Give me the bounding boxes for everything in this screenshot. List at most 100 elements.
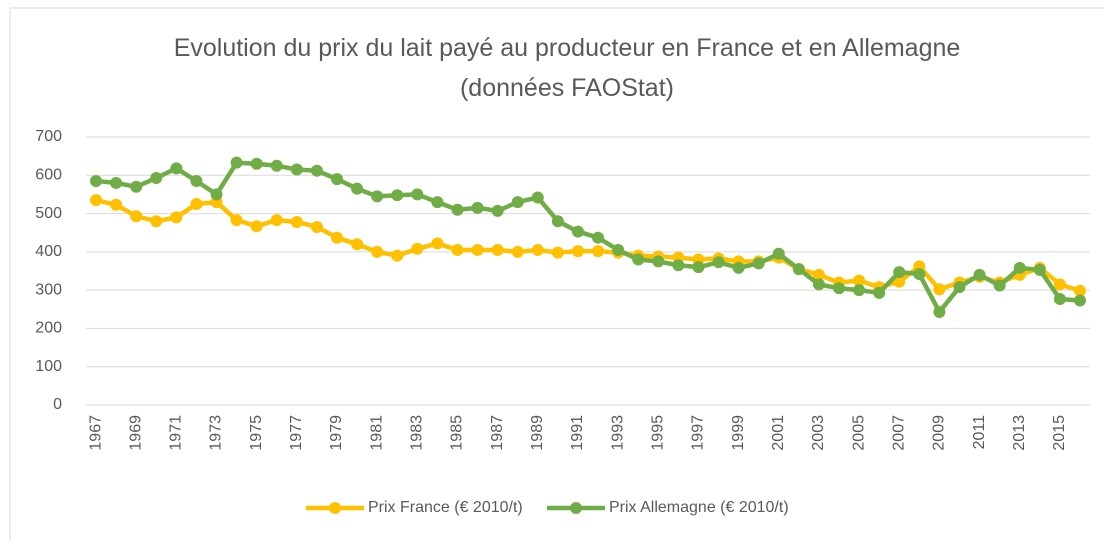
series-marker bbox=[853, 274, 866, 287]
x-tick-label: 1987 bbox=[489, 415, 506, 451]
series-marker bbox=[250, 220, 263, 233]
legend-marker bbox=[329, 502, 341, 514]
series-marker bbox=[270, 159, 283, 172]
series-marker bbox=[531, 243, 544, 256]
series-marker bbox=[150, 215, 163, 228]
series-marker bbox=[210, 188, 223, 201]
series-marker bbox=[190, 175, 203, 188]
series-marker bbox=[873, 286, 886, 299]
series-marker bbox=[592, 245, 605, 258]
series-marker bbox=[612, 243, 625, 256]
series-marker bbox=[371, 245, 384, 258]
series-marker bbox=[391, 249, 404, 262]
series-marker bbox=[551, 246, 564, 259]
series-marker bbox=[491, 243, 504, 256]
series-marker bbox=[230, 214, 243, 227]
series-marker bbox=[130, 180, 143, 193]
series-marker bbox=[371, 190, 384, 203]
series-marker bbox=[170, 211, 183, 224]
series-marker bbox=[933, 305, 946, 318]
x-tick-label: 1989 bbox=[529, 415, 546, 451]
series-marker bbox=[451, 203, 464, 216]
x-tick-label: 2001 bbox=[770, 415, 787, 451]
series-marker bbox=[391, 189, 404, 202]
series-marker bbox=[110, 198, 123, 211]
x-tick-label: 2007 bbox=[890, 415, 907, 451]
series-marker bbox=[290, 215, 303, 228]
series-marker bbox=[90, 194, 103, 207]
x-tick-label: 1999 bbox=[730, 415, 747, 451]
series-marker bbox=[752, 257, 765, 270]
y-tick-label: 600 bbox=[35, 167, 62, 184]
series-marker bbox=[953, 281, 966, 294]
series-marker bbox=[833, 282, 845, 295]
y-tick-label: 200 bbox=[35, 320, 62, 337]
y-tick-label: 500 bbox=[35, 205, 62, 222]
x-tick-label: 2011 bbox=[971, 415, 988, 450]
x-tick-label: 2005 bbox=[850, 415, 867, 451]
x-tick-label: 1973 bbox=[208, 415, 225, 451]
x-tick-label: 1995 bbox=[649, 415, 666, 451]
series-marker bbox=[90, 175, 103, 188]
series-marker bbox=[150, 171, 163, 184]
series-line bbox=[95, 160, 1081, 315]
x-tick-label: 1975 bbox=[248, 415, 265, 451]
y-tick-label: 100 bbox=[35, 358, 62, 375]
series-marker bbox=[551, 215, 564, 228]
series-marker bbox=[1073, 284, 1086, 297]
series-marker bbox=[190, 198, 203, 210]
series-marker bbox=[913, 268, 926, 281]
x-tick-label: 1991 bbox=[569, 415, 586, 451]
legend-label: Prix Allemagne (€ 2010/t) bbox=[609, 499, 789, 516]
series-marker bbox=[331, 231, 343, 244]
series-marker bbox=[230, 156, 243, 169]
series-marker bbox=[712, 256, 725, 269]
series-marker bbox=[812, 278, 825, 291]
series-marker bbox=[1013, 261, 1026, 274]
y-tick-label: 700 bbox=[35, 128, 62, 145]
series-marker bbox=[792, 263, 805, 276]
series-marker bbox=[451, 243, 464, 256]
series-marker bbox=[471, 243, 484, 256]
series-marker bbox=[411, 188, 424, 201]
x-tick-label: 1977 bbox=[288, 415, 305, 451]
series-marker bbox=[491, 204, 504, 217]
series-marker bbox=[812, 268, 825, 281]
y-tick-label: 0 bbox=[53, 396, 62, 413]
series-marker bbox=[511, 196, 524, 209]
series-marker bbox=[351, 238, 364, 251]
x-tick-label: 1971 bbox=[168, 415, 185, 451]
series-marker bbox=[853, 284, 866, 297]
series-marker bbox=[592, 231, 605, 244]
series-marker bbox=[672, 259, 685, 272]
x-tick-label: 2003 bbox=[810, 415, 827, 451]
series-marker bbox=[973, 268, 986, 281]
series-marker bbox=[331, 173, 343, 186]
series-marker bbox=[1053, 292, 1066, 305]
series-marker bbox=[1033, 263, 1046, 276]
series-marker bbox=[571, 245, 584, 258]
series-marker bbox=[772, 247, 785, 260]
series-marker bbox=[571, 225, 584, 238]
x-tick-label: 1981 bbox=[368, 415, 385, 451]
series-marker bbox=[933, 283, 946, 296]
series-marker bbox=[652, 255, 665, 268]
series-marker bbox=[130, 210, 143, 223]
series-marker bbox=[471, 201, 484, 214]
series-marker bbox=[270, 214, 283, 227]
x-tick-label: 1969 bbox=[127, 415, 144, 451]
series-marker bbox=[692, 261, 705, 274]
series-marker bbox=[1073, 294, 1086, 307]
series-marker bbox=[411, 242, 424, 255]
x-tick-label: 1985 bbox=[449, 415, 466, 451]
y-tick-label: 300 bbox=[35, 281, 62, 298]
y-tick-label: 400 bbox=[35, 243, 62, 260]
legend-marker bbox=[570, 502, 582, 514]
x-tick-label: 1983 bbox=[409, 415, 426, 451]
series-marker bbox=[110, 176, 123, 189]
series-marker bbox=[310, 220, 323, 233]
x-tick-label: 2013 bbox=[1011, 415, 1028, 451]
legend-label: Prix France (€ 2010/t) bbox=[368, 499, 523, 516]
